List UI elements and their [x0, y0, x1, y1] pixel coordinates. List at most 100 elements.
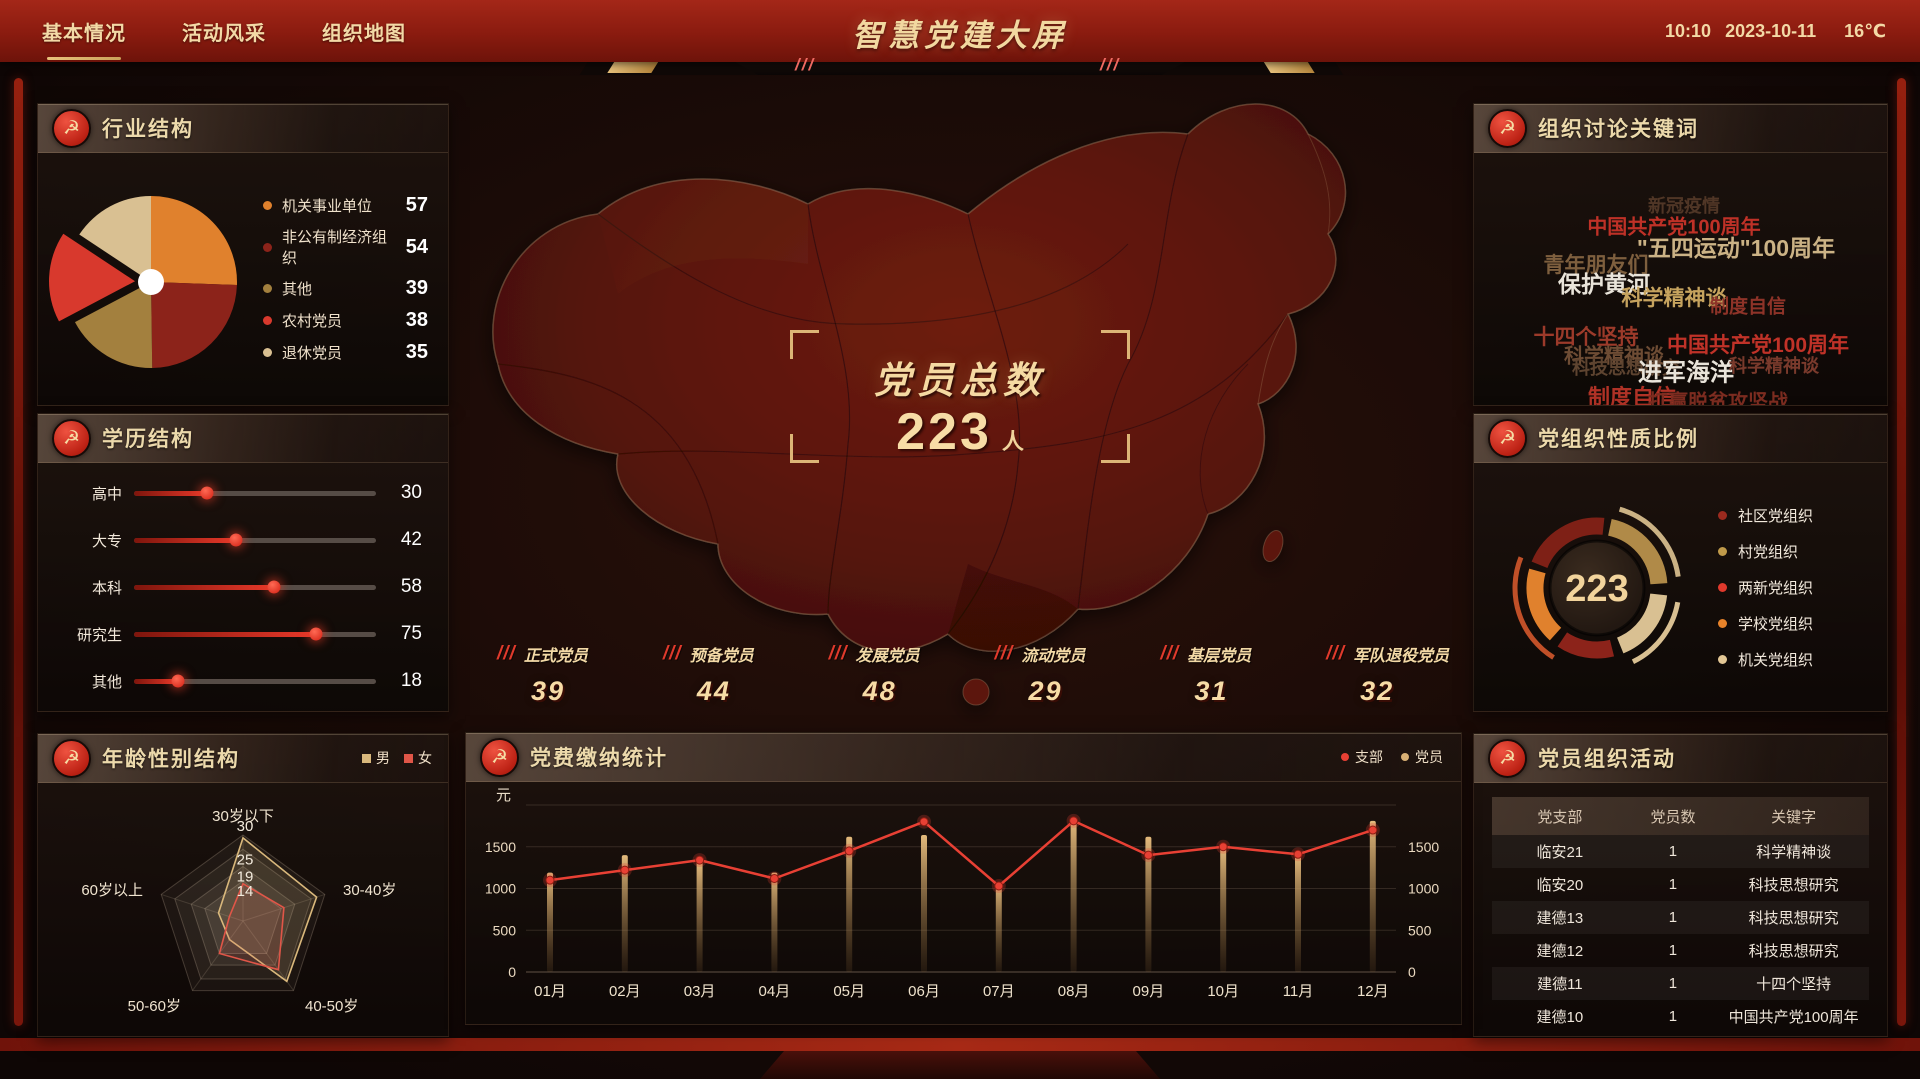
stat-label: 正式党员 [523, 648, 588, 665]
x-tick-09月: 09月 [1133, 983, 1165, 1000]
pie-slice-非公有制经济组织 [151, 281, 237, 368]
legend-item-支部[interactable]: 支部 [1341, 747, 1383, 767]
slider-knob[interactable] [309, 627, 322, 641]
line-point-09月 [1143, 850, 1153, 860]
legend-dot-icon [1341, 753, 1349, 761]
header-slashes-right: /// [1100, 55, 1121, 74]
legend-label: 农村党员 [282, 313, 343, 330]
panel-org-nature-ratio: ☭ 党组织性质比例 223 社区党组织 村党组织 两新党组织 学校党组织 机关党组织 [1473, 413, 1888, 712]
legend-item-男[interactable]: 男 [362, 748, 390, 768]
legend-dot-icon [1718, 510, 1727, 520]
bracket-top-right [1101, 330, 1130, 359]
keyword-"五四运动"100周年: "五四运动"100周年 [1636, 235, 1836, 261]
y-axis-unit: 元 [496, 787, 512, 804]
pie-slice-其他 [74, 281, 153, 368]
legend-item-退休党员[interactable]: 退休党员 35 [263, 341, 428, 364]
panel-header: ☭ 党员组织活动 [1474, 734, 1887, 783]
table-cell: 科技思想研究 [1748, 943, 1839, 960]
top-header: 基本情况 活动风采 组织地图 智慧党建大屏 10:10 2023-10-11 16℃ [0, 0, 1920, 62]
header-slashes-left: /// [795, 55, 816, 74]
slider-knob[interactable] [267, 580, 281, 594]
slider-fill [134, 537, 236, 543]
legend-item-党员[interactable]: 党员 [1401, 747, 1443, 767]
legend-dot-icon [263, 284, 272, 293]
bar-04月 [771, 872, 778, 972]
legend-item-机关党组织[interactable]: 机关党组织 [1718, 649, 1887, 670]
tab-活动风采[interactable]: 活动风采 [182, 22, 266, 45]
slider-track[interactable] [134, 486, 376, 500]
panel-education-structure: ☭ 学历结构 高中 30 大专 42 本科 58 研究生 75 其他 18 [37, 413, 449, 712]
radar-axis-30-40岁: 30-40岁 [343, 882, 396, 899]
legend-item-机关事业单位[interactable]: 机关事业单位 57 [263, 194, 428, 217]
legend-dot-icon [1718, 618, 1727, 628]
legend-item-村党组织[interactable]: 村党组织 [1718, 541, 1887, 562]
table-cell: 建德13 [1536, 910, 1584, 927]
tab-组织地图[interactable]: 组织地图 [322, 22, 406, 45]
x-tick-10月: 10月 [1207, 983, 1239, 1000]
nav-tabs: 基本情况 活动风采 组织地图 [40, 0, 408, 62]
legend-item-其他[interactable]: 其他 39 [263, 277, 428, 300]
bar-02月 [621, 855, 628, 972]
keyword-科学精神谈: 科学精神谈 [1564, 345, 1664, 368]
industry-pie-chart [38, 162, 263, 397]
slider-label: 大专 [91, 532, 122, 550]
keyword-科技思想研究: 科技思想研究 [1572, 358, 1680, 378]
table-cell: 1 [1668, 843, 1678, 860]
legend-value: 39 [405, 277, 428, 299]
legend-item-学校党组织[interactable]: 学校党组织 [1718, 613, 1887, 634]
tab-基本情况[interactable]: 基本情况 [40, 13, 128, 60]
legend-item-农村党员[interactable]: 农村党员 38 [263, 309, 428, 332]
table-row-临安21: 临安21 1 科学精神谈 [1492, 835, 1869, 868]
legend-item-非公有制经济组织[interactable]: 非公有制经济组织 54 [263, 226, 428, 268]
member-stat-正式党员: /// 正式党员 39 [497, 642, 588, 707]
gauge-segment [1607, 519, 1668, 585]
keyword-cloud: 新冠疫情 中国共产党100周年 "五四运动"100周年 青年朋友们 保护黄河 科学精神谈制… [1474, 153, 1887, 405]
keyword-十四个坚持: 十四个坚持 [1533, 326, 1639, 349]
member-stat-军队退役党员: /// 军队退役党员 32 [1326, 642, 1449, 707]
legend-value: 38 [405, 309, 428, 331]
slider-track[interactable] [134, 627, 376, 641]
member-stat-发展党员: /// 发展党员 48 [829, 642, 920, 707]
stat-label: 预备党员 [689, 648, 754, 665]
stat-value: 44 [696, 676, 731, 706]
legend-square-icon [404, 753, 413, 763]
slider-value: 30 [400, 482, 422, 503]
slider-track[interactable] [134, 674, 376, 688]
pie-slice-机关事业单位 [151, 195, 238, 285]
map-target-brackets [790, 330, 1130, 463]
bracket-bottom-left [790, 434, 819, 463]
slider-knob[interactable] [200, 486, 214, 500]
slider-track[interactable] [134, 580, 376, 594]
bar-11月 [1295, 855, 1301, 972]
x-tick-02月: 02月 [609, 983, 641, 1000]
bar-03月 [696, 861, 703, 972]
svg-text:30: 30 [237, 818, 254, 835]
party-emblem-icon: ☭ [52, 418, 91, 458]
legend-item-社区党组织[interactable]: 社区党组织 [1718, 505, 1887, 526]
line-point-03月 [695, 855, 705, 865]
gauge-segment [1618, 506, 1681, 577]
slider-knob[interactable] [229, 533, 243, 547]
legend-item-两新党组织[interactable]: 两新党组织 [1718, 577, 1887, 598]
table-cell: 科技思想研究 [1748, 910, 1839, 927]
education-sliders: 高中 30 大专 42 本科 58 研究生 75 其他 18 [38, 463, 448, 707]
panel-title: 党费缴纳统计 [530, 747, 668, 770]
panel-header: ☭ 党组织性质比例 [1474, 414, 1887, 463]
china-map [428, 64, 1473, 726]
legend-item-女[interactable]: 女 [404, 748, 432, 768]
gauge-segment [1526, 568, 1562, 641]
table-row-建德13: 建德13 1 科技思想研究 [1492, 901, 1869, 934]
column-header-党员数: 党员数 [1650, 808, 1696, 826]
stat-slashes-icon: /// [994, 643, 1014, 664]
industry-legend: 机关事业单位 57 非公有制经济组织 54 其他 39 农村党员 38 退休党员 35 [263, 194, 448, 364]
stat-label: 流动党员 [1021, 648, 1086, 665]
radar-axis-60岁以上: 60岁以上 [81, 882, 143, 899]
members-total-unit: 人 [1001, 429, 1024, 454]
line-point-08月 [1069, 816, 1079, 826]
svg-text:1500: 1500 [1408, 839, 1439, 855]
table-cell: 建德10 [1536, 1009, 1584, 1026]
china-map-svg [492, 103, 1347, 706]
stat-slashes-icon: /// [828, 643, 848, 664]
slider-knob[interactable] [171, 674, 185, 688]
slider-track[interactable] [134, 533, 376, 547]
